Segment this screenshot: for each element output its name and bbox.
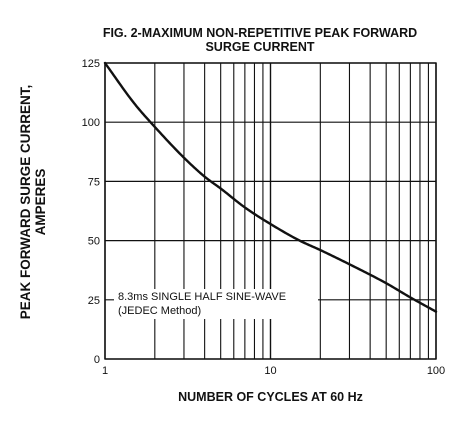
annotation-line-1: 8.3ms SINGLE HALF SINE-WAVE <box>118 291 286 303</box>
y-tick-label: 75 <box>88 176 100 188</box>
annotation-background <box>114 289 318 319</box>
tick-labels: 0 25 50 75 100 125 1 10 100 <box>82 58 446 377</box>
x-axis-label: NUMBER OF CYCLES AT 60 Hz <box>178 390 363 404</box>
chart-title-line-2: SURGE CURRENT <box>205 40 315 54</box>
x-tick-label: 10 <box>264 365 276 377</box>
y-tick-label: 100 <box>82 117 100 129</box>
y-tick-label: 125 <box>82 58 100 70</box>
y-tick-label: 0 <box>94 354 100 366</box>
annotation-line-2: (JEDEC Method) <box>118 305 201 317</box>
chart-title-line-1: FIG. 2-MAXIMUM NON-REPETITIVE PEAK FORWA… <box>102 26 418 40</box>
x-tick-label: 100 <box>427 365 445 377</box>
y-tick-label: 25 <box>88 295 100 307</box>
plot-frame <box>104 62 437 360</box>
y-tick-label: 50 <box>88 236 100 248</box>
surge-current-curve <box>103 61 438 313</box>
x-tick-label: 1 <box>102 365 108 377</box>
chart-title: FIG. 2-MAXIMUM NON-REPETITIVE PEAK FORWA… <box>60 26 460 54</box>
